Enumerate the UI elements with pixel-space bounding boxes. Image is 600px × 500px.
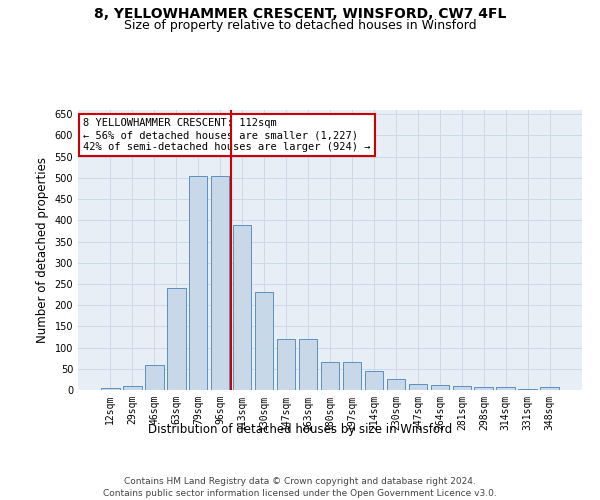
Bar <box>167 288 185 390</box>
Text: Contains HM Land Registry data © Crown copyright and database right 2024.: Contains HM Land Registry data © Crown c… <box>124 478 476 486</box>
Bar <box>145 364 164 390</box>
Text: Size of property relative to detached houses in Winsford: Size of property relative to detached ho… <box>124 18 476 32</box>
Text: 8, YELLOWHAMMER CRESCENT, WINSFORD, CW7 4FL: 8, YELLOWHAMMER CRESCENT, WINSFORD, CW7 … <box>94 8 506 22</box>
Bar <box>233 224 251 390</box>
Bar <box>299 339 317 390</box>
Bar <box>452 386 471 390</box>
Text: Distribution of detached houses by size in Winsford: Distribution of detached houses by size … <box>148 422 452 436</box>
Bar <box>189 176 208 390</box>
Bar <box>277 339 295 390</box>
Bar <box>518 389 537 390</box>
Bar <box>343 362 361 390</box>
Bar <box>101 388 119 390</box>
Bar <box>386 380 405 390</box>
Bar <box>431 385 449 390</box>
Text: Contains public sector information licensed under the Open Government Licence v3: Contains public sector information licen… <box>103 489 497 498</box>
Bar <box>365 371 383 390</box>
Bar <box>475 386 493 390</box>
Bar <box>409 384 427 390</box>
Bar <box>496 386 515 390</box>
Bar <box>255 292 274 390</box>
Bar <box>541 386 559 390</box>
Y-axis label: Number of detached properties: Number of detached properties <box>36 157 49 343</box>
Text: 8 YELLOWHAMMER CRESCENT: 112sqm
← 56% of detached houses are smaller (1,227)
42%: 8 YELLOWHAMMER CRESCENT: 112sqm ← 56% of… <box>83 118 371 152</box>
Bar <box>123 386 142 390</box>
Bar <box>211 176 229 390</box>
Bar <box>320 362 340 390</box>
